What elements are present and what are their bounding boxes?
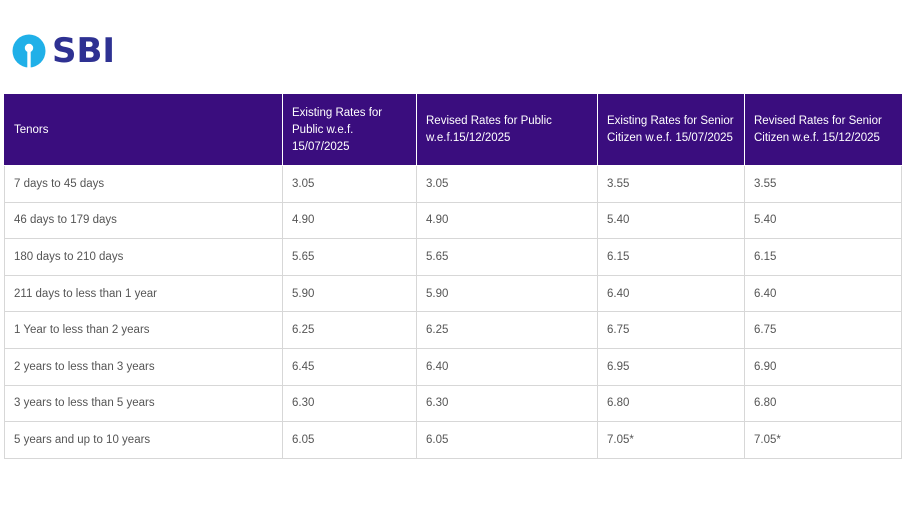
rate-cell: 6.95	[597, 347, 745, 386]
sbi-logo: SBI	[12, 33, 115, 69]
rate-cell: 6.45	[282, 347, 417, 386]
header-existing-senior: Existing Rates for Senior Citizen w.e.f.…	[597, 94, 745, 166]
rate-cell: 5.65	[282, 238, 417, 276]
rate-cell: 5.40	[744, 201, 902, 240]
rate-cell: 6.40	[744, 274, 902, 313]
table-row: 2 years to less than 3 years 6.45 6.40 6…	[4, 347, 902, 386]
table-row: 46 days to 179 days 4.90 4.90 5.40 5.40	[4, 201, 902, 240]
rate-cell: 5.40	[597, 201, 745, 240]
rate-cell: 5.90	[282, 274, 417, 313]
header-revised-senior: Revised Rates for Senior Citizen w.e.f. …	[744, 94, 902, 166]
rate-cell: 7.05*	[744, 421, 902, 459]
rate-cell: 6.15	[744, 238, 902, 276]
table-row: 1 Year to less than 2 years 6.25 6.25 6.…	[4, 311, 902, 349]
rate-cell: 6.15	[597, 238, 745, 276]
rate-cell: 3.55	[744, 165, 902, 203]
table-row: 211 days to less than 1 year 5.90 5.90 6…	[4, 274, 902, 313]
table-header-row: Tenors Existing Rates for Public w.e.f. …	[4, 94, 902, 166]
table-row: 7 days to 45 days 3.05 3.05 3.55 3.55	[4, 165, 902, 203]
rate-cell: 6.25	[282, 311, 417, 349]
brand-name: SBI	[52, 31, 116, 71]
header-revised-public: Revised Rates for Public w.e.f.15/12/202…	[416, 94, 598, 166]
rate-cell: 6.40	[416, 347, 598, 386]
rate-cell: 3.05	[416, 165, 598, 203]
rate-cell: 6.05	[282, 421, 417, 459]
header-tenors: Tenors	[4, 94, 283, 166]
tenor-cell: 46 days to 179 days	[4, 201, 283, 240]
table-row: 180 days to 210 days 5.65 5.65 6.15 6.15	[4, 238, 902, 276]
fd-rates-table: Tenors Existing Rates for Public w.e.f. …	[4, 94, 902, 459]
rate-cell: 6.40	[597, 274, 745, 313]
rate-cell: 5.65	[416, 238, 598, 276]
rate-cell: 6.80	[597, 384, 745, 423]
rate-cell: 4.90	[282, 201, 417, 240]
rate-cell: 3.05	[282, 165, 417, 203]
rate-cell: 4.90	[416, 201, 598, 240]
table-row: 5 years and up to 10 years 6.05 6.05 7.0…	[4, 421, 902, 459]
rate-cell: 6.30	[416, 384, 598, 423]
tenor-cell: 211 days to less than 1 year	[4, 274, 283, 313]
rate-cell: 6.75	[597, 311, 745, 349]
header-existing-public: Existing Rates for Public w.e.f. 15/07/2…	[282, 94, 417, 166]
rate-cell: 6.90	[744, 347, 902, 386]
rate-cell: 6.80	[744, 384, 902, 423]
tenor-cell: 1 Year to less than 2 years	[4, 311, 283, 349]
tenor-cell: 2 years to less than 3 years	[4, 347, 283, 386]
rate-cell: 7.05*	[597, 421, 745, 459]
rate-cell: 6.05	[416, 421, 598, 459]
tenor-cell: 7 days to 45 days	[4, 165, 283, 203]
rate-cell: 3.55	[597, 165, 745, 203]
tenor-cell: 180 days to 210 days	[4, 238, 283, 276]
rate-cell: 6.30	[282, 384, 417, 423]
tenor-cell: 3 years to less than 5 years	[4, 384, 283, 423]
tenor-cell: 5 years and up to 10 years	[4, 421, 283, 459]
table-row: 3 years to less than 5 years 6.30 6.30 6…	[4, 384, 902, 423]
sbi-keyhole-logo-icon	[12, 34, 46, 68]
rate-cell: 6.25	[416, 311, 598, 349]
rate-cell: 5.90	[416, 274, 598, 313]
rate-cell: 6.75	[744, 311, 902, 349]
